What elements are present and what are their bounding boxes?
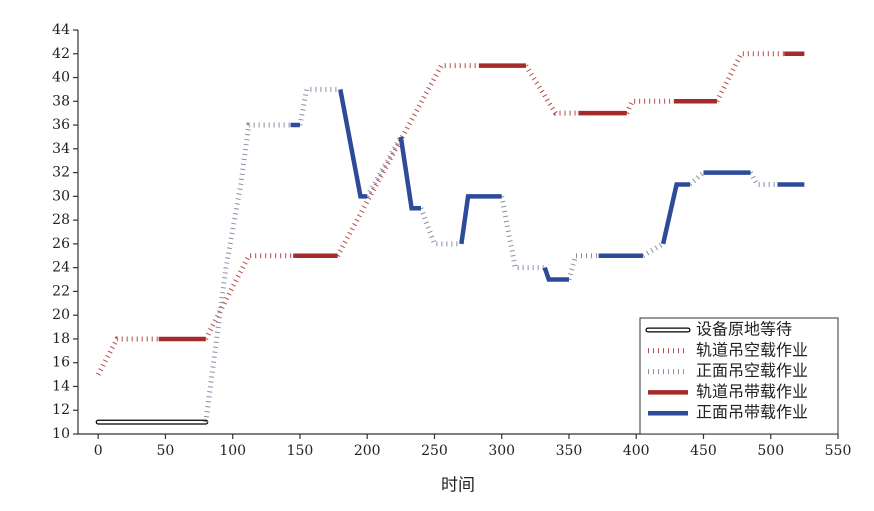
series-line — [158, 51, 805, 342]
x-tick-label: 400 — [623, 443, 650, 459]
y-tick-label: 36 — [52, 117, 70, 133]
x-tick-label: 450 — [690, 443, 717, 459]
y-tick-label: 24 — [52, 260, 70, 276]
legend-label: 设备原地等待 — [696, 320, 792, 339]
x-tick-label: 300 — [488, 443, 515, 459]
series-line — [290, 88, 805, 282]
x-tick-label: 100 — [219, 443, 246, 459]
x-tick-label: 500 — [757, 443, 784, 459]
legend-label: 轨道吊带载作业 — [696, 382, 808, 401]
y-tick-label: 40 — [52, 70, 70, 86]
y-tick-label: 32 — [52, 165, 70, 181]
y-tick-label: 44 — [52, 22, 70, 38]
y-tick-label: 10 — [52, 426, 70, 442]
y-tick-label: 34 — [52, 141, 70, 157]
x-axis-label: 时间 — [441, 476, 475, 496]
y-tick-label: 22 — [52, 283, 70, 299]
series-line — [203, 86, 778, 423]
y-tick-label: 28 — [52, 212, 70, 228]
legend-label: 轨道吊空载作业 — [696, 340, 808, 359]
legend-label: 正面吊空载作业 — [696, 361, 808, 380]
x-tick-label: 50 — [157, 443, 175, 459]
x-tick-label: 150 — [287, 443, 314, 459]
y-tick-label: 12 — [52, 402, 70, 418]
y-tick-label: 14 — [52, 378, 70, 394]
x-tick-label: 0 — [94, 443, 103, 459]
y-tick-label: 38 — [52, 93, 70, 109]
x-tick-label: 550 — [825, 443, 852, 459]
y-tick-label: 18 — [52, 331, 70, 347]
x-tick-label: 250 — [421, 443, 448, 459]
y-tick-label: 30 — [52, 188, 70, 204]
y-tick-label: 16 — [52, 355, 70, 371]
y-tick-label: 20 — [52, 307, 70, 323]
legend-label: 正面吊带载作业 — [696, 403, 808, 422]
y-tick-label: 26 — [52, 236, 70, 252]
y-tick-label: 42 — [52, 46, 70, 62]
x-tick-label: 350 — [556, 443, 583, 459]
series-line — [95, 51, 785, 376]
x-tick-label: 200 — [354, 443, 381, 459]
